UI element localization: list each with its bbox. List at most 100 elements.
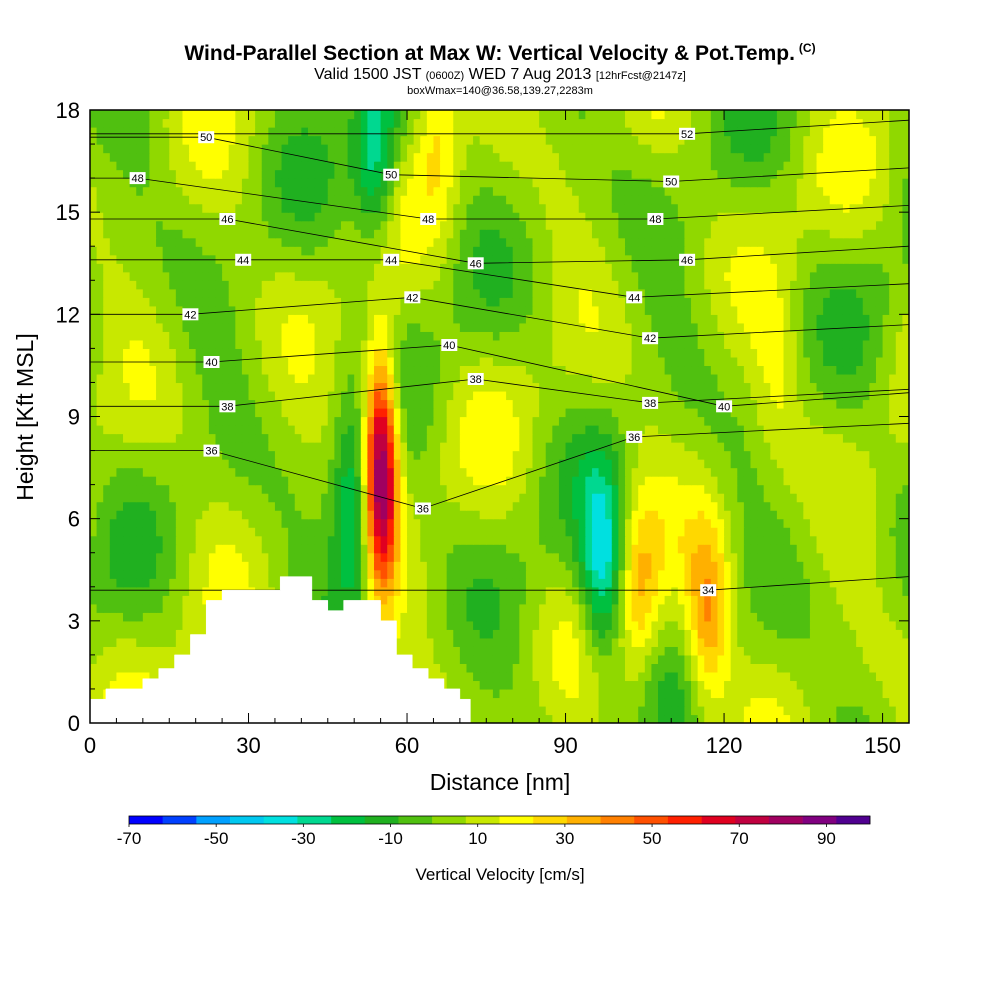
velocity-cell [770, 663, 778, 673]
velocity-cell [400, 450, 408, 460]
velocity-cell [426, 637, 435, 647]
velocity-cell [875, 586, 884, 596]
velocity-cell [638, 705, 646, 716]
velocity-cell [902, 476, 909, 486]
velocity-cell [618, 476, 626, 486]
velocity-cell [585, 527, 593, 537]
velocity-cell [407, 595, 415, 605]
velocity-cell [704, 603, 712, 613]
velocity-cell [658, 620, 666, 630]
velocity-cell [261, 407, 269, 418]
velocity-cell [116, 578, 124, 588]
velocity-cell [750, 407, 758, 418]
velocity-cell [790, 612, 798, 622]
velocity-cell [374, 535, 382, 545]
velocity-cell [638, 595, 646, 605]
velocity-cell [598, 544, 606, 554]
velocity-cell [248, 561, 256, 571]
velocity-cell [294, 535, 302, 545]
velocity-cell [842, 407, 851, 418]
velocity-cell [327, 518, 335, 528]
velocity-cell [123, 382, 131, 392]
velocity-cell [334, 407, 342, 418]
velocity-cell [836, 518, 844, 528]
velocity-cell [869, 382, 877, 392]
velocity-cell [109, 382, 118, 392]
velocity-cell [532, 510, 540, 520]
velocity-cell [605, 484, 613, 494]
velocity-cell [677, 569, 686, 579]
velocity-cell [116, 476, 124, 486]
velocity-cell [459, 459, 468, 469]
velocity-cell [96, 680, 104, 690]
velocity-cell [624, 629, 633, 639]
velocity-cell [704, 714, 712, 723]
velocity-cell [334, 390, 342, 401]
velocity-cell [605, 535, 613, 545]
velocity-cell [321, 450, 329, 460]
velocity-cell [123, 425, 131, 435]
velocity-cell [578, 552, 586, 562]
velocity-cell [182, 578, 190, 588]
velocity-cell [307, 416, 316, 426]
velocity-cell [611, 493, 619, 503]
velocity-cell [651, 450, 659, 460]
velocity-cell [763, 671, 771, 682]
velocity-cell [347, 407, 355, 418]
velocity-cell [123, 518, 131, 528]
velocity-cell [492, 586, 501, 596]
velocity-cell [195, 527, 203, 537]
velocity-cell [658, 637, 666, 647]
velocity-cell [519, 603, 527, 613]
velocity-cell [459, 663, 468, 673]
velocity-cell [856, 663, 864, 673]
velocity-cell [578, 425, 586, 435]
velocity-cell [829, 535, 837, 545]
velocity-cell [591, 407, 600, 418]
velocity-cell [162, 459, 170, 469]
velocity-cell [882, 680, 890, 690]
velocity-cell [294, 493, 302, 503]
velocity-cell [658, 484, 666, 494]
velocity-cell [288, 501, 296, 511]
velocity-cell [248, 476, 256, 486]
velocity-cell [737, 433, 745, 443]
velocity-cell [803, 569, 811, 579]
velocity-cell [433, 467, 441, 477]
velocity-cell [393, 433, 402, 443]
velocity-cell [281, 425, 289, 435]
velocity-cell [902, 586, 909, 596]
velocity-cell [790, 382, 798, 392]
velocity-cell [327, 527, 335, 537]
velocity-cell [261, 518, 269, 528]
velocity-cell [466, 595, 474, 605]
velocity-cell [156, 561, 164, 571]
velocity-cell [889, 603, 897, 613]
velocity-cell [307, 425, 316, 435]
velocity-cell [611, 697, 619, 707]
velocity-cell [420, 390, 428, 401]
velocity-cell [175, 586, 184, 596]
velocity-cell [664, 416, 672, 426]
velocity-cell [809, 646, 818, 656]
velocity-cell [803, 561, 811, 571]
velocity-cell [644, 518, 653, 528]
velocity-cell [737, 586, 745, 596]
velocity-cell [189, 561, 197, 571]
velocity-cell [400, 433, 408, 443]
velocity-cell [671, 433, 679, 443]
velocity-cell [175, 510, 184, 520]
velocity-cell [611, 578, 619, 588]
velocity-cell [895, 433, 903, 443]
velocity-cell [591, 620, 600, 630]
velocity-cell [532, 671, 540, 682]
velocity-cell [387, 382, 395, 392]
velocity-cell [519, 476, 527, 486]
velocity-cell [875, 484, 884, 494]
velocity-cell [374, 493, 382, 503]
velocity-cell [611, 586, 619, 596]
velocity-cell [644, 510, 653, 520]
velocity-cell [572, 493, 580, 503]
velocity-cell [770, 476, 778, 486]
velocity-cell [776, 637, 785, 647]
